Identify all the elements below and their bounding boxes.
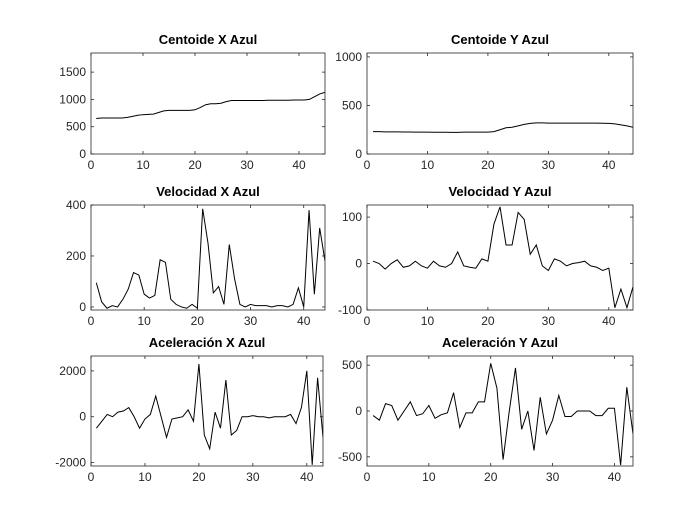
x-tick-label: 0 <box>364 470 371 484</box>
x-tick-label: 20 <box>481 158 495 172</box>
data-line <box>96 91 325 120</box>
y-tick-label: -500 <box>338 450 362 464</box>
data-group <box>372 363 633 466</box>
x-tick-label: 30 <box>546 470 560 484</box>
y-tick-label: -100 <box>338 303 362 317</box>
y-tick-label: 1000 <box>335 50 362 64</box>
data-group <box>373 122 633 133</box>
data-line <box>96 363 323 465</box>
data-line <box>373 122 633 133</box>
x-tick-label: 30 <box>542 314 556 328</box>
subplot-title: Aceleración Y Azul <box>442 335 558 350</box>
subplot-title: Aceleración X Azul <box>149 335 266 350</box>
plot-area <box>91 356 323 466</box>
x-tick-label: 40 <box>297 314 311 328</box>
x-tick-label: 0 <box>88 314 95 328</box>
y-tick-label: 500 <box>342 98 362 112</box>
subplot-title: Centoide X Azul <box>159 32 257 47</box>
axes-box <box>90 204 326 311</box>
data-group <box>372 206 633 310</box>
y-tick-label: -2000 <box>55 456 86 470</box>
data-line <box>95 208 325 310</box>
y-tick-label: 0 <box>355 147 362 161</box>
y-tick-label: 0 <box>79 147 86 161</box>
x-tick-label: 20 <box>191 314 205 328</box>
y-tick-label: 500 <box>342 358 362 372</box>
x-tick-label: 10 <box>422 470 436 484</box>
plot-area <box>91 53 325 154</box>
data-line <box>372 206 633 310</box>
axes-box <box>366 355 634 467</box>
y-tick-label: 0 <box>355 257 362 271</box>
subplot: Centoide Y Azul 0 10 20 30 40 0 500 1000 <box>335 32 634 172</box>
x-tick-label: 40 <box>602 158 616 172</box>
axes-box <box>366 204 634 311</box>
x-tick-label: 30 <box>542 158 556 172</box>
plot-area <box>367 53 633 154</box>
x-tick-label: 10 <box>138 314 152 328</box>
x-tick-label: 30 <box>246 470 260 484</box>
axes-box <box>90 355 324 467</box>
x-tick-label: 40 <box>292 158 306 172</box>
x-tick-label: 20 <box>484 470 498 484</box>
subplot: Centoide X Azul 0 10 20 30 40 0 500 1000 1500 <box>59 32 326 172</box>
x-tick-label: 40 <box>608 470 622 484</box>
y-tick-label: 0 <box>79 410 86 424</box>
data-line <box>372 363 633 466</box>
x-tick-label: 0 <box>88 158 95 172</box>
x-tick-label: 0 <box>364 314 371 328</box>
x-tick-label: 40 <box>300 470 314 484</box>
x-tick-label: 10 <box>136 158 150 172</box>
axes-box <box>366 52 634 155</box>
data-group <box>95 208 325 310</box>
plot-area <box>367 205 633 310</box>
y-tick-label: 1000 <box>59 92 86 106</box>
plot-area <box>91 205 325 310</box>
x-tick-label: 30 <box>244 314 258 328</box>
x-tick-label: 10 <box>138 470 152 484</box>
subplot-title: Velocidad Y Azul <box>448 184 551 199</box>
plot-area <box>367 356 633 466</box>
y-tick-label: 1500 <box>59 65 86 79</box>
x-tick-label: 40 <box>602 314 616 328</box>
x-tick-label: 0 <box>364 158 371 172</box>
x-tick-label: 30 <box>240 158 254 172</box>
data-group <box>96 91 325 120</box>
y-tick-label: 2000 <box>59 364 86 378</box>
x-tick-label: 20 <box>192 470 206 484</box>
x-tick-label: 20 <box>481 314 495 328</box>
data-group <box>96 363 323 465</box>
axes-box <box>90 52 326 155</box>
x-tick-label: 10 <box>421 314 435 328</box>
subplot-title: Velocidad X Azul <box>156 184 260 199</box>
y-tick-label: 400 <box>66 198 86 212</box>
y-tick-label: 0 <box>355 404 362 418</box>
y-tick-label: 100 <box>342 210 362 224</box>
subplot-title: Centoide Y Azul <box>451 32 549 47</box>
y-tick-label: 200 <box>66 249 86 263</box>
x-tick-label: 20 <box>188 158 202 172</box>
y-tick-label: 0 <box>79 300 86 314</box>
x-tick-label: 0 <box>88 470 95 484</box>
y-tick-label: 500 <box>66 120 86 134</box>
x-tick-label: 10 <box>421 158 435 172</box>
